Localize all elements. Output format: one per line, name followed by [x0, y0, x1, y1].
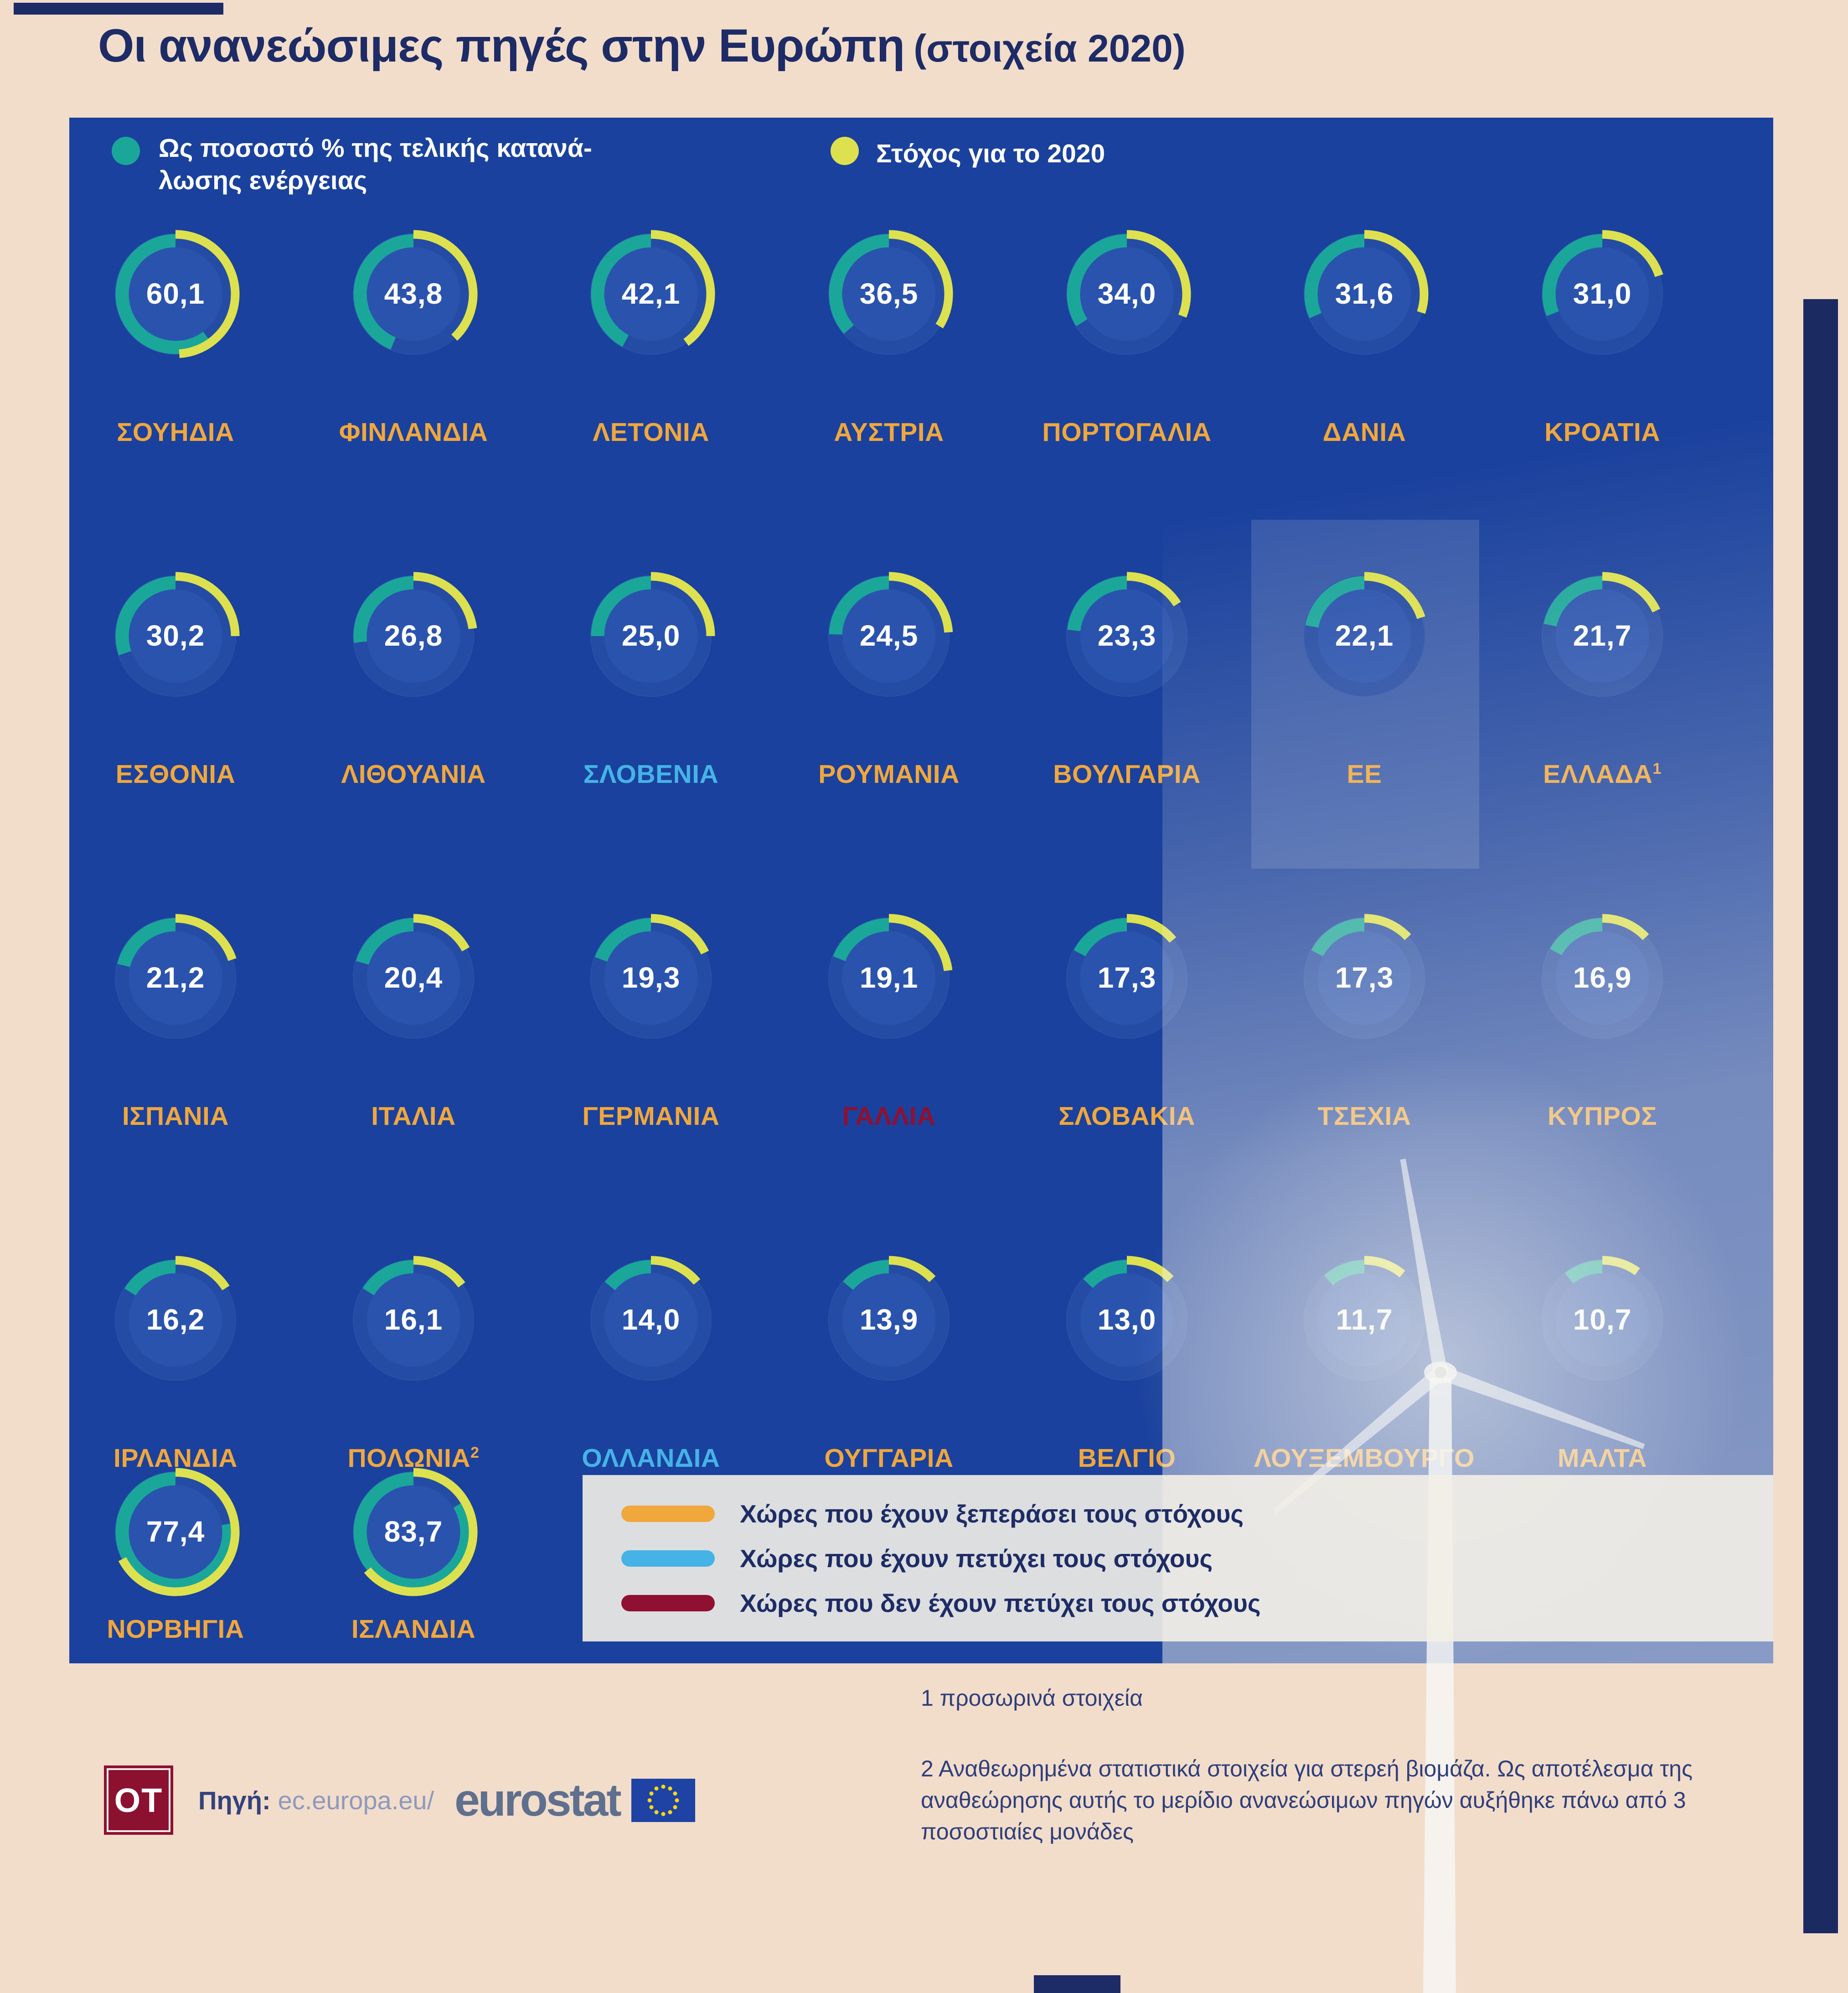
chart-panel — [69, 118, 1773, 1663]
legend-row-missed: Χώρες που δεν έχουν πετύχει τους στόχους — [621, 1589, 1773, 1618]
target-series-label: Στόχος για το 2020 — [876, 139, 1105, 168]
title-main: Οι ανανεώσιμες πηγές στην Ευρώπη — [98, 20, 905, 72]
legend-row-met: Χώρες που έχουν πετύχει τους στόχους — [621, 1544, 1773, 1573]
actual-series-label: Ως ποσοστό % της τελικής κατανά- λωσης ε… — [159, 134, 592, 195]
top-accent-bar — [14, 3, 223, 15]
eurostat-wordmark: eurostat — [454, 1774, 622, 1826]
exceeded-label: Χώρες που έχουν ξεπεράσει τους στόχους — [740, 1499, 1244, 1528]
footnote-1: 1 προσωρινά στοιχεία — [921, 1685, 1143, 1711]
actual-series-dot-icon — [112, 137, 140, 165]
bottom-accent-tab — [1034, 1975, 1120, 1993]
ot-logo: OT — [104, 1765, 173, 1835]
target-series-dot-icon — [831, 137, 859, 165]
right-accent-bar — [1803, 299, 1838, 1933]
source-row: OT Πηγή: ec.europa.eu/ eurostat — [104, 1765, 695, 1835]
eu-flag-icon — [631, 1778, 695, 1822]
source-url[interactable]: ec.europa.eu/ — [278, 1786, 434, 1815]
met-dash-icon — [621, 1550, 715, 1567]
eu-highlight-box — [1251, 520, 1479, 869]
missed-dash-icon — [621, 1594, 715, 1611]
footnote-2: 2 Αναθεωρημένα στατιστικά στοιχεία για σ… — [921, 1756, 1693, 1844]
title-suffix: (στοιχεία 2020) — [914, 27, 1186, 70]
exceeded-dash-icon — [621, 1505, 715, 1522]
met-label: Χώρες που έχουν πετύχει τους στόχους — [740, 1544, 1213, 1573]
page-title: Οι ανανεώσιμες πηγές στην Ευρώπη (στοιχεί… — [98, 19, 1186, 72]
source-label: Πηγή: — [198, 1786, 271, 1815]
status-legend: Χώρες που έχουν ξεπεράσει τους στόχους Χ… — [583, 1475, 1773, 1641]
legend-row-exceeded: Χώρες που έχουν ξεπεράσει τους στόχους — [621, 1499, 1773, 1528]
missed-label: Χώρες που δεν έχουν πετύχει τους στόχους — [740, 1589, 1261, 1617]
